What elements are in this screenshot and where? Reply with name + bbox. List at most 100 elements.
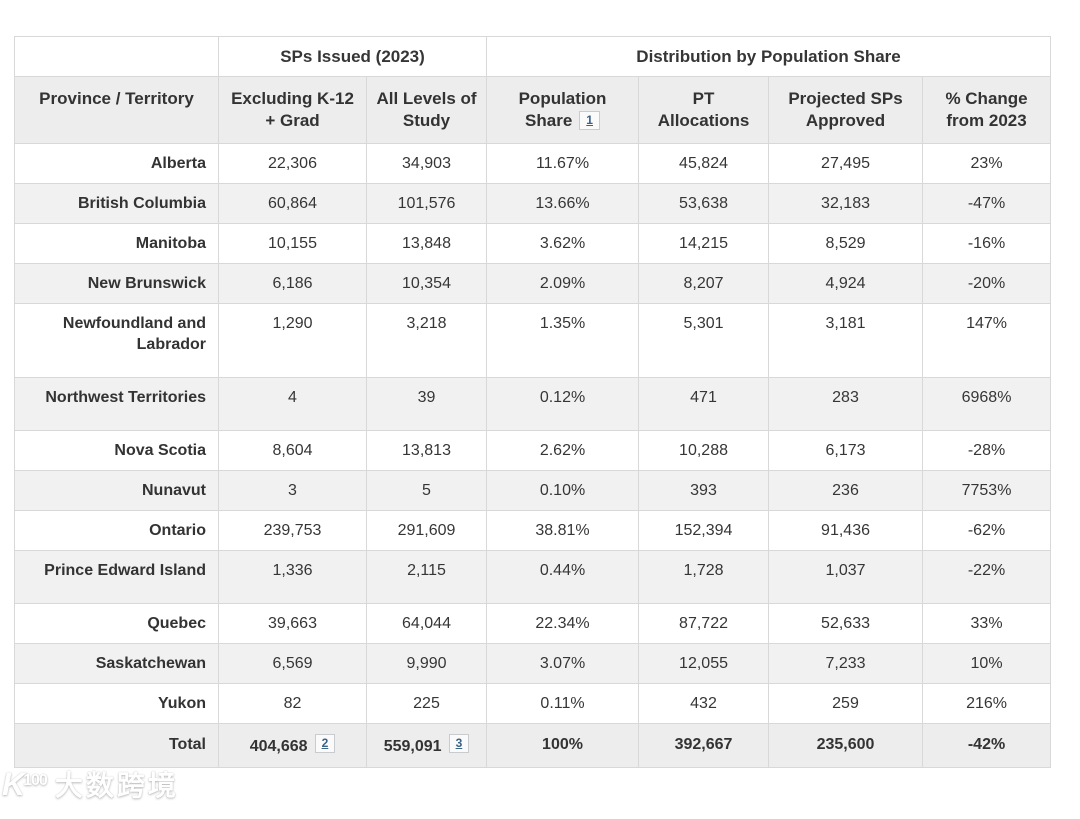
watermark-text: 大数跨境 bbox=[54, 770, 179, 801]
cell-value: 9,990 bbox=[365, 643, 488, 684]
cell-value: 27,495 bbox=[768, 143, 924, 184]
province-name: British Columbia bbox=[14, 183, 219, 224]
total-all-levels-value: 559,091 bbox=[383, 738, 442, 755]
cell-value: 10,354 bbox=[365, 263, 488, 304]
province-name: Quebec bbox=[14, 603, 219, 644]
cell-value: 152,394 bbox=[638, 510, 770, 551]
column-header-population-share: Population Share 1 bbox=[486, 76, 640, 144]
cell-value: 39,663 bbox=[218, 603, 367, 644]
province-name: Newfoundland and Labrador bbox=[14, 303, 219, 378]
footnote-ref-1[interactable]: 1 bbox=[579, 111, 600, 130]
total-row: Total 404,668 2 559,091 3 100% 392,667 235… bbox=[14, 723, 1052, 768]
footnote-ref-2[interactable]: 2 bbox=[314, 734, 336, 753]
table-row: Yukon 82 225 0.11% 432 259 216% bbox=[14, 683, 1052, 724]
total-pt-allocations: 392,667 bbox=[638, 723, 770, 768]
watermark: K100 大数跨境 bbox=[2, 764, 179, 804]
cell-value: -62% bbox=[922, 510, 1052, 551]
cell-value: 7753% bbox=[922, 470, 1052, 511]
cell-value: -22% bbox=[922, 550, 1052, 604]
cell-value: 5,301 bbox=[638, 303, 770, 378]
table-row: Quebec 39,663 64,044 22.34% 87,722 52,633 33% bbox=[14, 603, 1052, 644]
watermark-logo-icon: K bbox=[2, 766, 25, 802]
total-label: Total bbox=[14, 723, 219, 768]
group-header-sps-issued: SPs Issued (2023) bbox=[217, 36, 488, 77]
cell-value: -20% bbox=[922, 263, 1052, 304]
group-header-empty bbox=[14, 36, 219, 77]
table-row: Northwest Territories 4 39 0.12% 471 283 6968% bbox=[14, 377, 1052, 431]
cell-value: -47% bbox=[922, 183, 1052, 224]
cell-value: 239,753 bbox=[218, 510, 367, 551]
cell-value: 34,903 bbox=[365, 143, 488, 184]
total-excluding-k12: 404,668 2 bbox=[218, 723, 367, 768]
cell-value: 64,044 bbox=[365, 603, 488, 644]
cell-value: -16% bbox=[922, 223, 1052, 264]
province-name: Yukon bbox=[14, 683, 219, 724]
cell-value: 8,207 bbox=[638, 263, 770, 304]
footnote-ref-3[interactable]: 3 bbox=[448, 734, 470, 753]
cell-value: 87,722 bbox=[638, 603, 770, 644]
table-row: Newfoundland and Labrador 1,290 3,218 1.35%… bbox=[14, 303, 1052, 378]
column-header-all-levels: All Levels of Study bbox=[365, 76, 488, 144]
cell-value: 2.62% bbox=[486, 430, 640, 471]
cell-value: 0.12% bbox=[486, 377, 640, 431]
total-all-levels: 559,091 3 bbox=[365, 723, 488, 768]
province-name: Prince Edward Island bbox=[14, 550, 219, 604]
cell-value: 10,155 bbox=[218, 223, 367, 264]
province-name: Nunavut bbox=[14, 470, 219, 511]
cell-value: 225 bbox=[365, 683, 488, 724]
cell-value: 3,218 bbox=[365, 303, 488, 378]
watermark-logo-number: 100 bbox=[23, 772, 48, 789]
table-row: Alberta 22,306 34,903 11.67% 45,824 27,495 23% bbox=[14, 143, 1052, 184]
cell-value: 2.09% bbox=[486, 263, 640, 304]
cell-value: 259 bbox=[768, 683, 924, 724]
province-name: Manitoba bbox=[14, 223, 219, 264]
page: SPs Issued (2023) Distribution by Popula… bbox=[14, 36, 1052, 768]
cell-value: 60,864 bbox=[218, 183, 367, 224]
cell-value: -28% bbox=[922, 430, 1052, 471]
province-name: New Brunswick bbox=[14, 263, 219, 304]
cell-value: 7,233 bbox=[768, 643, 924, 684]
cell-value: 236 bbox=[768, 470, 924, 511]
table-row: Manitoba 10,155 13,848 3.62% 14,215 8,529 -16% bbox=[14, 223, 1052, 264]
cell-value: 1,728 bbox=[638, 550, 770, 604]
table-row: New Brunswick 6,186 10,354 2.09% 8,207 4,924-… bbox=[14, 263, 1052, 304]
group-header-distribution: Distribution by Population Share bbox=[486, 36, 1052, 77]
cell-value: 3,181 bbox=[768, 303, 924, 378]
column-header-row: Province / Territory Excluding K-12 + Gr… bbox=[14, 76, 1052, 144]
cell-value: 33% bbox=[922, 603, 1052, 644]
cell-value: 393 bbox=[638, 470, 770, 511]
cell-value: 0.11% bbox=[486, 683, 640, 724]
cell-value: 3 bbox=[218, 470, 367, 511]
cell-value: 291,609 bbox=[365, 510, 488, 551]
cell-value: 91,436 bbox=[768, 510, 924, 551]
total-pct-change: -42% bbox=[922, 723, 1052, 768]
study-permits-table: SPs Issued (2023) Distribution by Popula… bbox=[14, 36, 1052, 768]
cell-value: 6968% bbox=[922, 377, 1052, 431]
cell-value: 432 bbox=[638, 683, 770, 724]
cell-value: 147% bbox=[922, 303, 1052, 378]
cell-value: 3.07% bbox=[486, 643, 640, 684]
table-row: Nova Scotia 8,604 13,813 2.62% 10,288 6,173 -2… bbox=[14, 430, 1052, 471]
total-projected-sps: 235,600 bbox=[768, 723, 924, 768]
cell-value: 13,848 bbox=[365, 223, 488, 264]
province-name: Nova Scotia bbox=[14, 430, 219, 471]
cell-value: 10% bbox=[922, 643, 1052, 684]
cell-value: 1,290 bbox=[218, 303, 367, 378]
cell-value: 1,336 bbox=[218, 550, 367, 604]
cell-value: 13.66% bbox=[486, 183, 640, 224]
cell-value: 0.10% bbox=[486, 470, 640, 511]
cell-value: 6,569 bbox=[218, 643, 367, 684]
cell-value: 11.67% bbox=[486, 143, 640, 184]
column-header-population-share-label: Population Share bbox=[518, 89, 607, 130]
cell-value: 1.35% bbox=[486, 303, 640, 378]
column-header-projected-sps: Projected SPs Approved bbox=[768, 76, 924, 144]
province-name: Saskatchewan bbox=[14, 643, 219, 684]
table-row: Prince Edward Island 1,336 2,115 0.44% 1,728… bbox=[14, 550, 1052, 604]
cell-value: 216% bbox=[922, 683, 1052, 724]
cell-value: 6,173 bbox=[768, 430, 924, 471]
cell-value: 22,306 bbox=[218, 143, 367, 184]
column-header-pct-change: % Change from 2023 bbox=[922, 76, 1052, 144]
column-header-province: Province / Territory bbox=[14, 76, 219, 144]
column-header-pt-allocations: PT Allocations bbox=[638, 76, 770, 144]
cell-value: 5 bbox=[365, 470, 488, 511]
